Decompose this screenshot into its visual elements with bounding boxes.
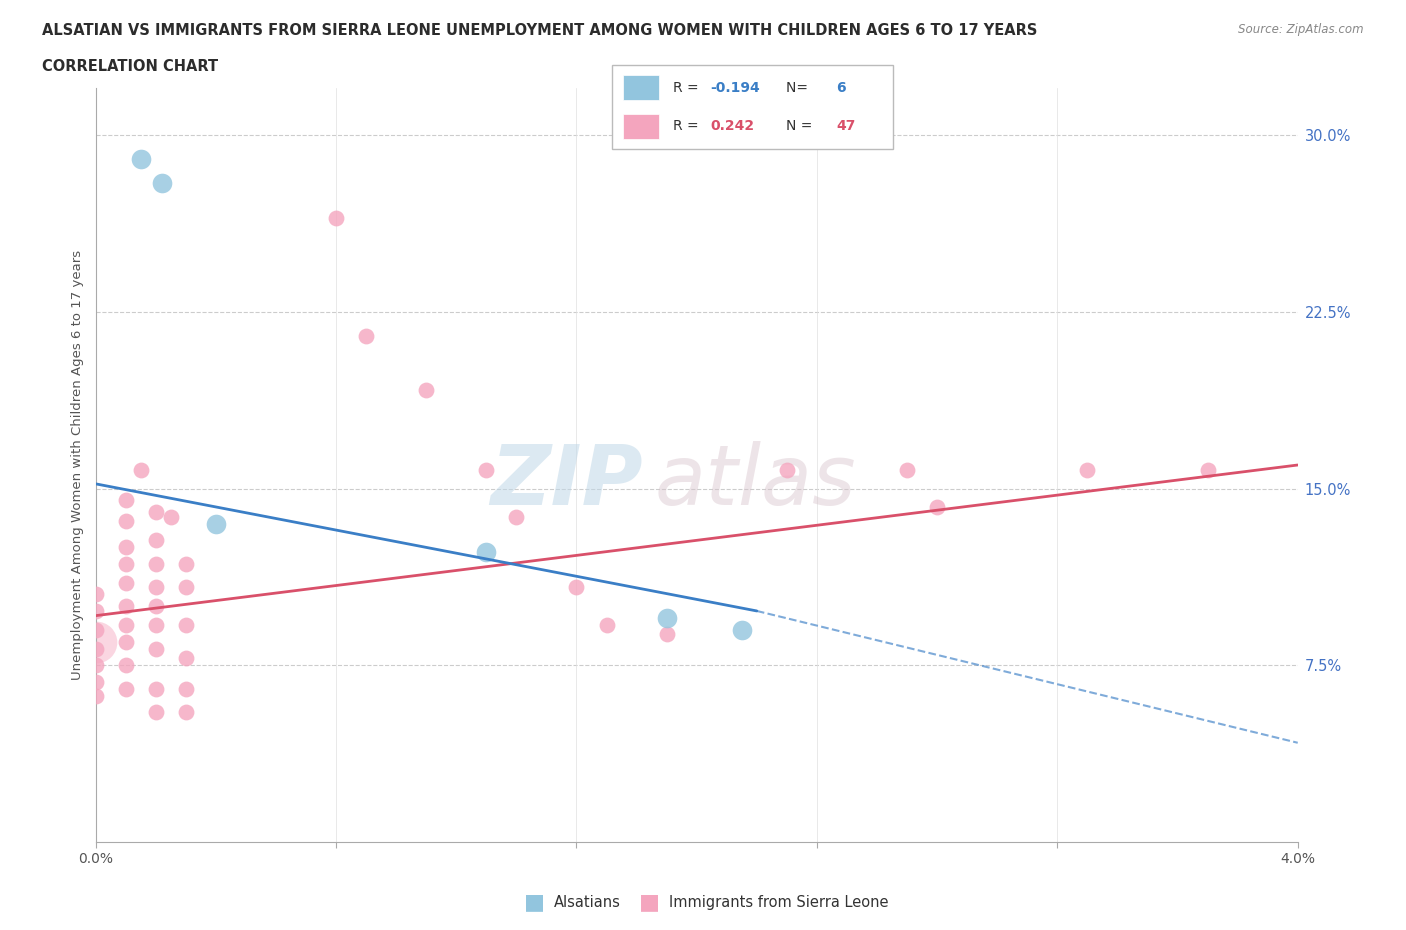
Point	[114, 634, 136, 649]
Point	[114, 681, 136, 696]
Text: Alsatians: Alsatians	[554, 895, 621, 910]
Text: R =: R =	[673, 119, 707, 133]
Point	[114, 658, 136, 672]
Text: Immigrants from Sierra Leone: Immigrants from Sierra Leone	[669, 895, 889, 910]
Text: ■: ■	[640, 892, 659, 912]
Point	[145, 618, 167, 632]
Text: CORRELATION CHART: CORRELATION CHART	[42, 59, 218, 73]
Point	[145, 533, 167, 548]
Bar	[623, 113, 659, 139]
Point	[84, 622, 107, 637]
Point	[84, 634, 107, 649]
Point	[159, 510, 181, 525]
Text: -0.194: -0.194	[710, 81, 759, 95]
Bar	[623, 75, 659, 100]
Point	[114, 514, 136, 529]
Point	[84, 674, 107, 689]
Text: R =: R =	[673, 81, 703, 95]
Point	[776, 462, 799, 477]
Point	[174, 618, 197, 632]
Point	[84, 641, 107, 656]
Point	[595, 618, 617, 632]
Point	[84, 587, 107, 602]
Point	[84, 658, 107, 672]
Point	[731, 622, 754, 637]
Point	[205, 516, 228, 531]
Point	[114, 618, 136, 632]
Point	[174, 580, 197, 595]
Point	[114, 540, 136, 555]
Point	[114, 576, 136, 591]
Point	[145, 556, 167, 571]
Point	[145, 681, 167, 696]
Text: atlas: atlas	[655, 441, 856, 522]
Point	[84, 604, 107, 618]
Point	[415, 382, 437, 397]
Point	[114, 493, 136, 508]
Text: N=: N=	[786, 81, 813, 95]
Point	[1197, 462, 1219, 477]
Point	[114, 599, 136, 614]
Text: ZIP: ZIP	[489, 441, 643, 522]
Point	[114, 556, 136, 571]
Point	[325, 210, 347, 225]
Point	[565, 580, 588, 595]
Text: ■: ■	[524, 892, 544, 912]
Y-axis label: Unemployment Among Women with Children Ages 6 to 17 years: Unemployment Among Women with Children A…	[70, 250, 84, 680]
Point	[174, 556, 197, 571]
Point	[145, 580, 167, 595]
Point	[145, 505, 167, 520]
Text: ALSATIAN VS IMMIGRANTS FROM SIERRA LEONE UNEMPLOYMENT AMONG WOMEN WITH CHILDREN : ALSATIAN VS IMMIGRANTS FROM SIERRA LEONE…	[42, 23, 1038, 38]
Point	[927, 500, 949, 515]
Point	[145, 641, 167, 656]
Point	[655, 627, 678, 642]
Point	[129, 462, 152, 477]
Point	[145, 599, 167, 614]
Point	[145, 705, 167, 720]
Point	[655, 611, 678, 626]
Text: Source: ZipAtlas.com: Source: ZipAtlas.com	[1239, 23, 1364, 36]
Point	[174, 681, 197, 696]
Point	[505, 510, 527, 525]
Text: 47: 47	[837, 119, 856, 133]
Point	[354, 328, 377, 343]
Text: 0.242: 0.242	[710, 119, 754, 133]
Point	[174, 651, 197, 666]
Text: N =: N =	[786, 119, 817, 133]
Point	[475, 462, 498, 477]
Point	[174, 705, 197, 720]
Text: 6: 6	[837, 81, 846, 95]
Point	[129, 152, 152, 166]
Point	[84, 688, 107, 703]
Point	[896, 462, 918, 477]
Point	[150, 175, 173, 190]
Point	[475, 545, 498, 560]
Point	[1076, 462, 1098, 477]
